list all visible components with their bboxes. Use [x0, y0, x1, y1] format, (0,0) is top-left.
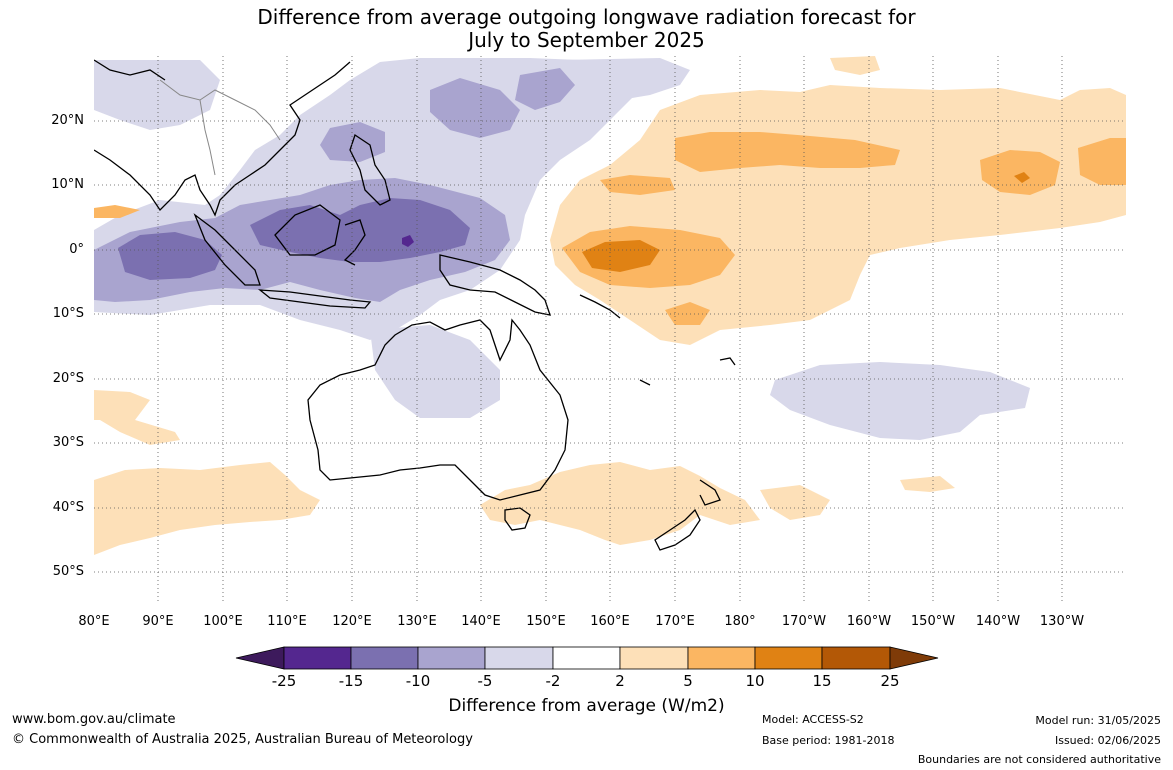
enhanced-region-light-north-australia — [370, 325, 500, 418]
australia-coastline — [307, 318, 569, 501]
philippines-coastline — [349, 133, 391, 206]
graticule — [94, 56, 1126, 603]
enhanced-region-light-india-north — [94, 60, 220, 130]
colorbar-label: -5 — [477, 672, 493, 690]
suppressed-region-light-south-pacific-east — [900, 476, 955, 492]
colorbar-min-arrow — [235, 646, 285, 670]
lat-label: 50°S — [52, 564, 84, 579]
lon-label: 90°E — [142, 614, 174, 629]
suppressed-region-strong — [582, 240, 660, 272]
colorbar-label: -2 — [545, 672, 561, 690]
colorbar-title: Difference from average (W/m2) — [448, 696, 725, 716]
lon-label: 140°W — [975, 614, 1021, 629]
country-borders — [159, 79, 281, 176]
suppressed-region-mid-east2 — [1078, 138, 1126, 185]
new-zealand-coastline — [654, 479, 721, 551]
colorbar-bin-7 — [687, 646, 756, 670]
asia-coastline — [94, 59, 351, 217]
suppressed-region-mid-south — [665, 302, 710, 325]
suppressed-region-mid-band — [600, 175, 675, 195]
colorbar-label: 5 — [683, 672, 693, 690]
lon-label: 130°W — [1039, 614, 1085, 629]
lon-label: 150°W — [910, 614, 956, 629]
lat-label: 20°S — [52, 371, 84, 386]
anomaly-shading — [94, 56, 1126, 555]
lat-label: 40°S — [52, 500, 84, 515]
lon-label: 100°E — [203, 614, 243, 629]
lon-label: 80°E — [78, 614, 110, 629]
lon-label: 120°E — [332, 614, 372, 629]
colorbar-bin-6 — [619, 646, 689, 670]
lon-label: 180° — [724, 614, 756, 629]
colorbar-label: -25 — [271, 672, 297, 690]
colorbar-bin-3 — [417, 646, 486, 670]
suppressed-region-strong-east — [1014, 172, 1030, 183]
enhanced-region-strong-maritime — [250, 198, 470, 262]
sumatra-coastline — [193, 213, 261, 286]
suppressed-region-mid-east — [980, 150, 1060, 195]
colorbar-label: -10 — [405, 672, 431, 690]
chart-title-line1: Difference from average outgoing longwav… — [257, 5, 916, 29]
enhanced-region-very-strong — [402, 235, 414, 247]
colorbar-bin-1 — [283, 646, 352, 670]
suppressed-region-mid-indian — [94, 205, 140, 218]
suppressed-region-light-north-pacific — [830, 56, 880, 75]
enhanced-region-mid-north2 — [515, 68, 575, 110]
lon-label: 170°E — [655, 614, 695, 629]
issued-text: Issued: 02/06/2025 — [1054, 734, 1161, 747]
lon-label: 160°E — [590, 614, 630, 629]
enhanced-region-light-south-pacific — [770, 362, 1030, 440]
colorbar-bin-9 — [821, 646, 891, 670]
tasmania-coastline — [504, 507, 531, 531]
colorbar-label: 10 — [745, 672, 765, 690]
enhanced-region-light-north-pacific — [560, 58, 690, 100]
suppressed-region-light-south-pacific — [760, 485, 830, 520]
lat-label: 20°N — [51, 113, 84, 128]
coastlines — [94, 59, 736, 551]
website-link[interactable]: www.bom.gov.au/climate — [12, 712, 176, 727]
lat-label: 30°S — [52, 435, 84, 450]
colorbar — [235, 646, 939, 670]
borneo-coastline — [274, 204, 341, 256]
colorbar-bin-2 — [350, 646, 419, 670]
colorbar-label: 15 — [812, 672, 832, 690]
colorbar-label: 25 — [880, 672, 900, 690]
enhanced-region-strong-indian-ocean — [118, 232, 222, 280]
lat-label: 10°N — [51, 177, 84, 192]
suppressed-region-mid-north-pacific — [675, 132, 900, 172]
lon-label: 160°W — [846, 614, 892, 629]
lat-label: 10°S — [52, 306, 84, 321]
sulawesi-coastline — [343, 219, 366, 266]
model-run-text: Model run: 31/05/2025 — [1035, 714, 1161, 727]
chart-title-line2: July to September 2025 — [468, 28, 705, 52]
base-period-text: Base period: 1981-2018 — [762, 734, 895, 747]
colorbar-bin-8 — [754, 646, 823, 670]
enhanced-region-mid-northeast — [430, 78, 520, 138]
colorbar-bin-5 — [552, 646, 621, 670]
suppressed-region-light-south-hemisphere — [94, 462, 320, 555]
lon-label: 110°E — [267, 614, 307, 629]
colorbar-label: 2 — [615, 672, 625, 690]
lon-label: 130°E — [397, 614, 437, 629]
colorbar-label: -15 — [338, 672, 364, 690]
lon-label: 140°E — [461, 614, 501, 629]
new-guinea-coastline — [439, 254, 551, 316]
suppressed-region-light-tasman — [480, 462, 760, 545]
model-text: Model: ACCESS-S2 — [762, 713, 864, 726]
disclaimer-text: Boundaries are not considered authoritat… — [917, 753, 1161, 766]
lon-label: 170°W — [781, 614, 827, 629]
lat-label: 0° — [69, 242, 84, 257]
colorbar-bin-4 — [484, 646, 554, 670]
colorbar-max-arrow — [889, 646, 939, 670]
lon-label: 150°E — [526, 614, 566, 629]
copyright-text: © Commonwealth of Australia 2025, Austra… — [12, 732, 473, 747]
java-coastline — [257, 289, 372, 309]
suppressed-region-light-south-hemisphere-west — [94, 390, 180, 445]
